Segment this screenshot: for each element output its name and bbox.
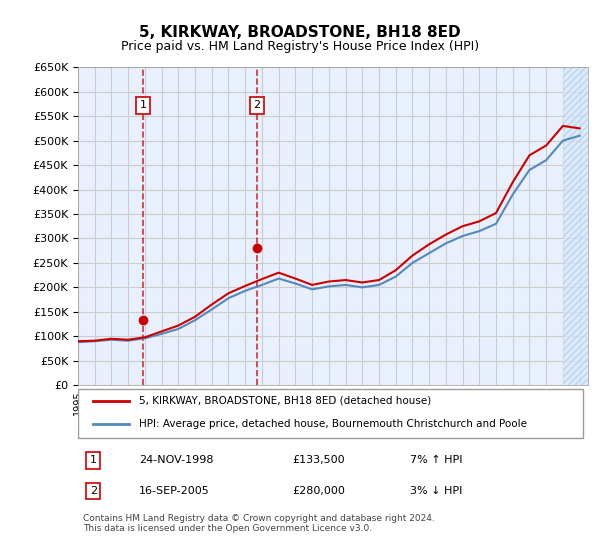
Text: 16-SEP-2005: 16-SEP-2005	[139, 486, 210, 496]
Text: 24-NOV-1998: 24-NOV-1998	[139, 455, 214, 465]
Text: £280,000: £280,000	[292, 486, 345, 496]
Text: 5, KIRKWAY, BROADSTONE, BH18 8ED (detached house): 5, KIRKWAY, BROADSTONE, BH18 8ED (detach…	[139, 395, 431, 405]
Text: Price paid vs. HM Land Registry's House Price Index (HPI): Price paid vs. HM Land Registry's House …	[121, 40, 479, 53]
Text: HPI: Average price, detached house, Bournemouth Christchurch and Poole: HPI: Average price, detached house, Bour…	[139, 419, 527, 430]
Text: 2: 2	[90, 486, 97, 496]
Text: 7% ↑ HPI: 7% ↑ HPI	[409, 455, 462, 465]
FancyBboxPatch shape	[78, 389, 583, 437]
Text: 3% ↓ HPI: 3% ↓ HPI	[409, 486, 462, 496]
Text: 1: 1	[90, 455, 97, 465]
Text: 2: 2	[254, 100, 260, 110]
Text: Contains HM Land Registry data © Crown copyright and database right 2024.
This d: Contains HM Land Registry data © Crown c…	[83, 514, 435, 534]
Text: 1: 1	[140, 100, 147, 110]
Text: £133,500: £133,500	[292, 455, 345, 465]
Text: 5, KIRKWAY, BROADSTONE, BH18 8ED: 5, KIRKWAY, BROADSTONE, BH18 8ED	[139, 25, 461, 40]
